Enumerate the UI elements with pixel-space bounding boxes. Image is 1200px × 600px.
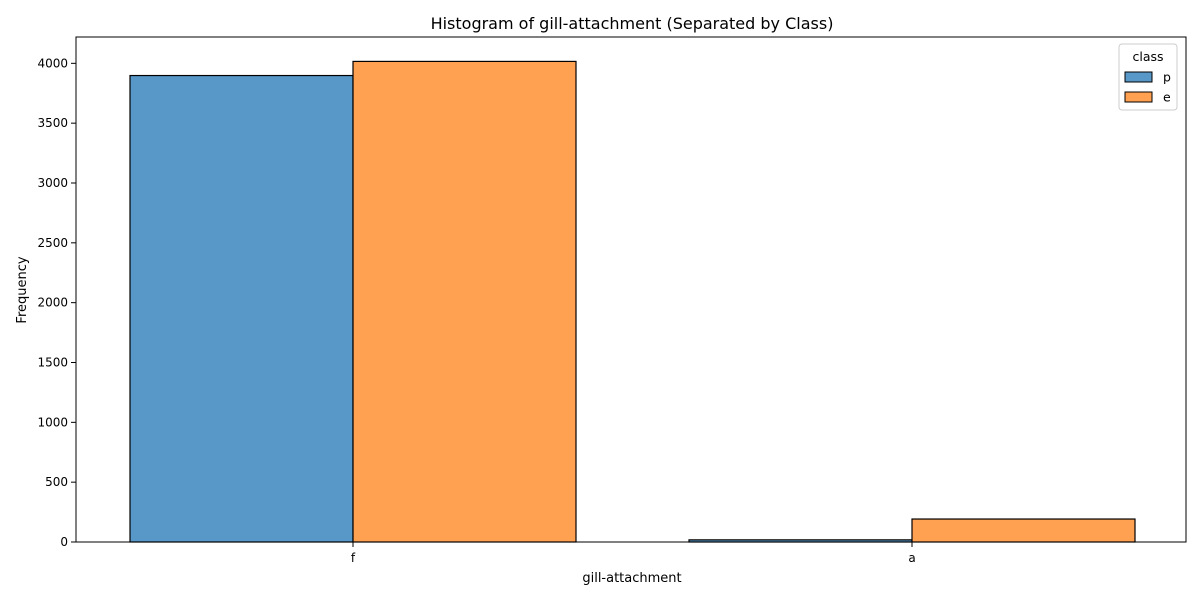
- legend-title: class: [1132, 49, 1163, 64]
- y-tick-label: 0: [60, 535, 68, 549]
- x-tick-label: a: [908, 551, 915, 565]
- legend-label-p: p: [1163, 70, 1171, 85]
- legend-swatch-p: [1124, 71, 1153, 83]
- axes-layer: 0 500 1000 1500 2000 2500 3000 3500 4000 f a: [37, 36, 1187, 565]
- legend-label-e: e: [1163, 90, 1171, 105]
- bar-e-a: [911, 518, 1136, 543]
- y-tick-label: 3000: [37, 176, 68, 190]
- x-axis-label: gill-attachment: [582, 571, 681, 586]
- y-tick-label: 1500: [37, 355, 68, 369]
- chart-title: Histogram of gill-attachment (Separated …: [431, 14, 834, 33]
- y-tick-label: 2500: [37, 236, 68, 250]
- y-tick-label: 500: [45, 475, 68, 489]
- y-tick-label: 2000: [37, 296, 68, 310]
- bars-layer: [129, 60, 1136, 543]
- legend-swatch-e: [1124, 91, 1153, 103]
- plot-frame: [75, 36, 1187, 543]
- bar-p-f: [129, 74, 354, 543]
- y-tick-label: 4000: [37, 56, 68, 70]
- y-tick-label: 3500: [37, 116, 68, 130]
- y-axis-label: Frequency: [15, 256, 30, 323]
- bar-e-f: [352, 60, 577, 543]
- x-tick-label: f: [351, 551, 356, 565]
- y-tick-label: 1000: [37, 415, 68, 429]
